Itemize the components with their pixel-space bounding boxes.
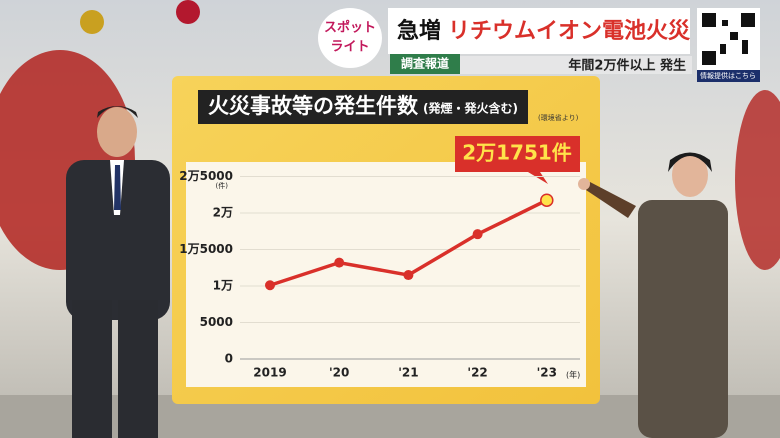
- decor-tree: [735, 90, 780, 270]
- tag: 調査報道: [401, 56, 449, 71]
- caption: 年間2万件以上 発生: [568, 58, 686, 74]
- x-tick-label: '20: [329, 366, 349, 380]
- y-tick-label: 1万: [213, 279, 233, 293]
- annotation: 2万1751件: [462, 141, 572, 165]
- presenter-right: [578, 152, 728, 438]
- annotation-box: [455, 136, 580, 184]
- headline-box: [388, 8, 690, 54]
- qr-label-box: [697, 70, 760, 82]
- x-unit: (年): [566, 370, 580, 380]
- plot-area: [186, 162, 586, 387]
- y-tick-label: 2万: [213, 206, 233, 220]
- chart-subtitle: (発煙・発火含む): [423, 101, 518, 116]
- decor-ball: [176, 0, 200, 24]
- qr-pattern: [702, 13, 755, 65]
- headline-lead: 急増: [397, 18, 441, 44]
- y-tick-label: 2万5000: [179, 169, 233, 183]
- headline: リチウムイオン電池火災: [448, 19, 691, 44]
- point: [334, 257, 345, 268]
- logo: [318, 8, 382, 68]
- qr-label[interactable]: 情報提供はこちら: [700, 71, 756, 80]
- title-box: [198, 90, 528, 124]
- x-tick-label: '22: [467, 366, 487, 380]
- y-unit: (件): [216, 181, 229, 190]
- logo-text: ライト: [330, 40, 369, 55]
- point: [403, 270, 414, 281]
- chart-title: 火災事故等の発生件数: [208, 94, 419, 118]
- decor-ball: [80, 10, 104, 34]
- point: [472, 229, 483, 240]
- y-tick-label: 5000: [200, 315, 233, 329]
- x-tick-label: '21: [398, 366, 418, 380]
- caption-box: [460, 56, 692, 74]
- x-tick-label: 2019: [253, 366, 286, 380]
- presenter-left: [66, 106, 170, 438]
- logo-text: スポット: [324, 20, 376, 36]
- y-tick-label: 0: [225, 352, 233, 366]
- chart-source: (環境省より): [538, 113, 579, 122]
- point: [265, 280, 275, 291]
- tag-box: [390, 54, 460, 74]
- y-tick-label: 1万5000: [179, 242, 233, 256]
- x-tick-label: '23: [537, 366, 557, 380]
- point: [540, 193, 554, 207]
